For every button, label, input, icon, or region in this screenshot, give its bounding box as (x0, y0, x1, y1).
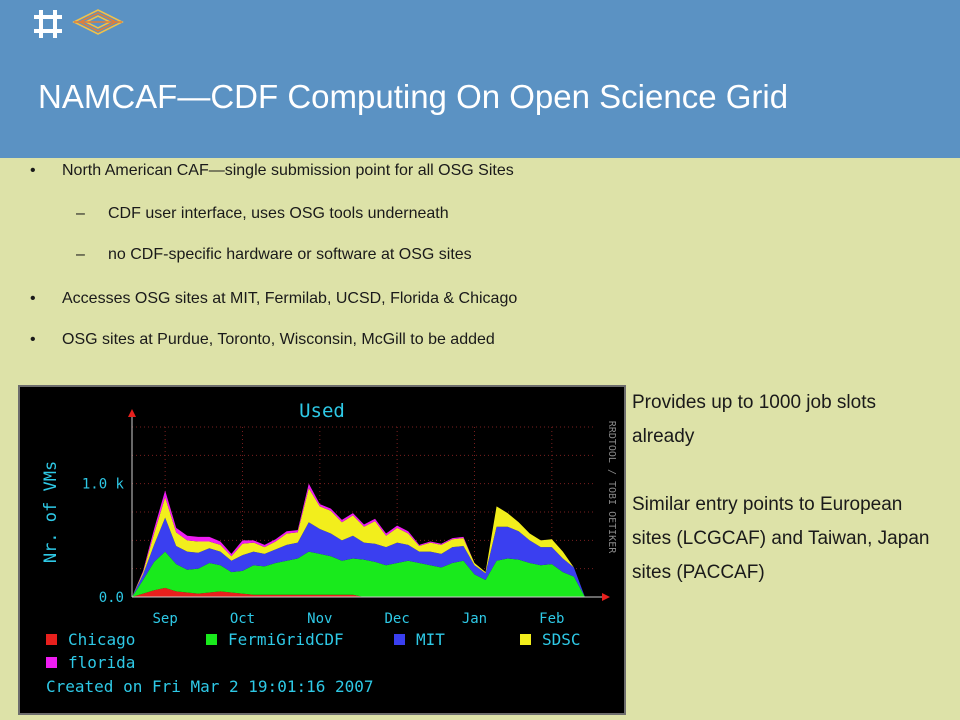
legend-swatch-florida (46, 657, 57, 668)
x-tick-label: Oct (230, 611, 255, 627)
y-axis-arrow (128, 409, 136, 417)
x-tick-label: Dec (384, 611, 409, 627)
fermilab-logo (34, 10, 62, 38)
bullet-item: • Accesses OSG sites at MIT, Fermilab, U… (30, 289, 930, 309)
bullet-text: OSG sites at Purdue, Toronto, Wisconsin,… (62, 331, 495, 348)
area-mit (132, 517, 596, 597)
bullet-marker: • (30, 162, 36, 179)
legend-swatch-fermigridcdf (206, 634, 217, 645)
created-timestamp: Created on Fri Mar 2 19:01:16 2007 (46, 677, 374, 696)
dash-marker: – (76, 205, 85, 222)
side-note: Similar entry points to European sites (… (632, 494, 930, 583)
legend-label: SDSC (542, 630, 581, 649)
chart-title: Used (299, 400, 345, 422)
legend-label: FermiGridCDF (228, 630, 344, 649)
bullet-text: North American CAF—single submission poi… (62, 162, 514, 179)
dash-marker: – (76, 246, 85, 263)
bullet-text: no CDF-specific hardware or software at … (108, 246, 472, 263)
x-tick-label: Jan (462, 611, 487, 627)
sub-bullet-item: – no CDF-specific hardware or software a… (30, 245, 930, 265)
y-tick-label: 0.0 (99, 590, 124, 606)
side-notes: Provides up to 1000 job slots already Si… (632, 386, 942, 590)
x-tick-label: Sep (152, 611, 177, 627)
legend-label: MIT (416, 630, 445, 649)
area-fermigridcdf (132, 551, 596, 597)
bullet-text: Accesses OSG sites at MIT, Fermilab, UCS… (62, 290, 518, 307)
legend-swatch-chicago (46, 634, 57, 645)
bullet-text: CDF user interface, uses OSG tools under… (108, 205, 449, 222)
area-sdsc (132, 488, 596, 597)
y-axis-label: Nr. of VMs (41, 461, 61, 563)
slide-title: NAMCAF—CDF Computing On Open Science Gri… (38, 78, 789, 115)
header-bar: NAMCAF—CDF Computing On Open Science Gri… (0, 0, 960, 158)
legend-label: Chicago (68, 630, 135, 649)
cdf-logo (72, 9, 124, 35)
legend-swatch-mit (394, 634, 405, 645)
chart-canvas: Used Nr. of VMs RRDTOOL / TOBI OETIKER 0.0 1… (41, 400, 617, 696)
legend-swatch-sdsc (520, 634, 531, 645)
bullet-marker: • (30, 290, 36, 307)
x-tick-label: Nov (307, 611, 332, 627)
rrdtool-credit: RRDTOOL / TOBI OETIKER (606, 421, 617, 554)
y-tick-label: 1.0 k (82, 477, 125, 493)
sub-bullet-item: – CDF user interface, uses OSG tools und… (30, 204, 930, 224)
x-axis-arrow (602, 593, 610, 601)
bullet-item: • OSG sites at Purdue, Toronto, Wisconsi… (30, 330, 930, 350)
x-tick-label: Feb (539, 611, 564, 627)
legend-label: florida (68, 653, 135, 672)
area-chicago (132, 587, 596, 597)
bullet-item: • North American CAF—single submission p… (30, 161, 930, 181)
bullet-marker: • (30, 331, 36, 348)
side-note: Provides up to 1000 job slots already (632, 392, 876, 447)
usage-chart: Used Nr. of VMs RRDTOOL / TOBI OETIKER 0.0 1… (18, 385, 626, 715)
bullet-list: • North American CAF—single submission p… (30, 160, 930, 348)
